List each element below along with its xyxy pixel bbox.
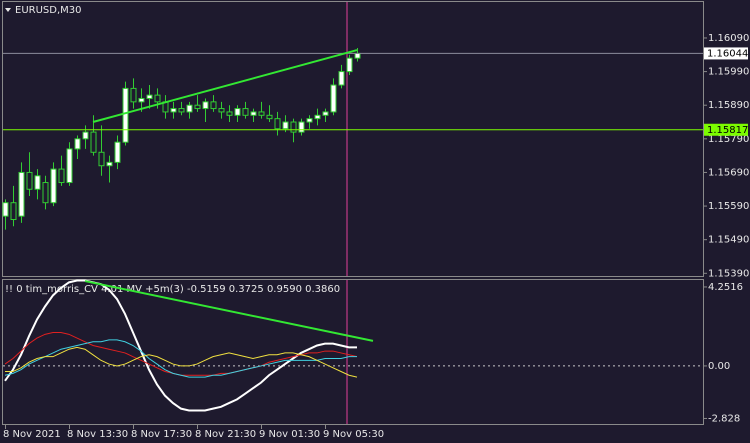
candle-body: [274, 118, 281, 130]
indicator-line: [4, 331, 358, 376]
y-tick-label: 1.16090: [708, 33, 749, 44]
y-tick-label: 4.2516: [708, 282, 743, 293]
y-tick-label: 1.15890: [708, 100, 749, 111]
candle-body: [234, 108, 241, 116]
candle-body: [290, 121, 297, 133]
candle-body: [50, 168, 57, 204]
candle-body: [114, 141, 121, 163]
y-tick-label: 0.00: [708, 361, 730, 372]
y-tick-label: 1.15990: [708, 67, 749, 78]
indicator-title: !! 0 tim_morris_CV 4.01 MV +5m(3) -0.515…: [5, 284, 340, 295]
price-label: 1.16044: [707, 48, 748, 59]
price-label-box: [704, 47, 748, 60]
candle-body: [266, 114, 273, 120]
x-tick-label: 8 Nov 21:30: [195, 429, 256, 440]
indicator-line: [4, 279, 357, 412]
candle-body: [194, 104, 201, 110]
candle-body: [58, 168, 65, 184]
x-tick-label: 8 Nov 2021: [3, 429, 61, 440]
y-tick-label: 1.15690: [708, 167, 749, 178]
candle-body: [186, 104, 193, 113]
candle-body: [330, 84, 337, 113]
candle-body: [178, 108, 185, 113]
candle-body: [354, 52, 361, 59]
y-tick-label: 1.15790: [708, 134, 749, 145]
x-tick-label: 9 Nov 01:30: [259, 429, 320, 440]
indicator-panel-frame: [2, 279, 704, 425]
candle-body: [218, 108, 225, 113]
candle-body: [122, 87, 129, 143]
candle-body: [346, 57, 353, 73]
candle-body: [106, 161, 113, 167]
y-tick-label: 1.15390: [708, 268, 749, 279]
candle-body: [42, 182, 49, 204]
y-tick-label: -2.828: [708, 413, 740, 424]
candle-body: [322, 111, 329, 116]
candle-body: [242, 108, 249, 116]
indicator-line: [4, 339, 357, 378]
candle-body: [66, 148, 73, 184]
symbol-title: EURUSD,M30: [15, 5, 81, 16]
main-panel-frame: [2, 1, 704, 277]
price-label: 1.15817: [707, 125, 748, 136]
y-tick-label: 1.15590: [708, 201, 749, 212]
candle-body: [202, 101, 209, 110]
candle-body: [250, 111, 257, 116]
x-tick-label: 8 Nov 17:30: [131, 429, 192, 440]
candle-body: [258, 111, 265, 116]
candle-body: [2, 202, 9, 217]
candle-body: [154, 94, 161, 103]
indicator-line: [5, 346, 358, 378]
x-tick-label: 9 Nov 05:30: [323, 429, 384, 440]
candle-body: [130, 87, 137, 103]
candle-body: [10, 202, 17, 221]
candle-body: [26, 171, 33, 190]
x-tick-label: 8 Nov 13:30: [67, 429, 128, 440]
candle-body: [34, 175, 41, 190]
price-label-box: [704, 123, 748, 136]
candle-body: [18, 171, 25, 217]
candle-body: [74, 138, 81, 150]
candle-body: [98, 151, 105, 167]
candle-body: [138, 97, 145, 103]
candle-body: [298, 121, 305, 133]
candle-body: [226, 111, 233, 116]
candle-body: [282, 121, 289, 130]
candle-body: [146, 94, 153, 99]
candle-body: [82, 131, 89, 140]
candle-body: [90, 131, 97, 153]
candle-body: [210, 101, 217, 110]
candle-body: [338, 71, 345, 86]
trend-line: [92, 49, 358, 123]
trend-line: [84, 280, 374, 342]
candle-body: [170, 108, 177, 113]
y-tick-label: 1.15490: [708, 235, 749, 246]
candle-body: [314, 114, 321, 120]
menu-arrow[interactable]: [5, 8, 11, 12]
candle-body: [306, 118, 313, 123]
